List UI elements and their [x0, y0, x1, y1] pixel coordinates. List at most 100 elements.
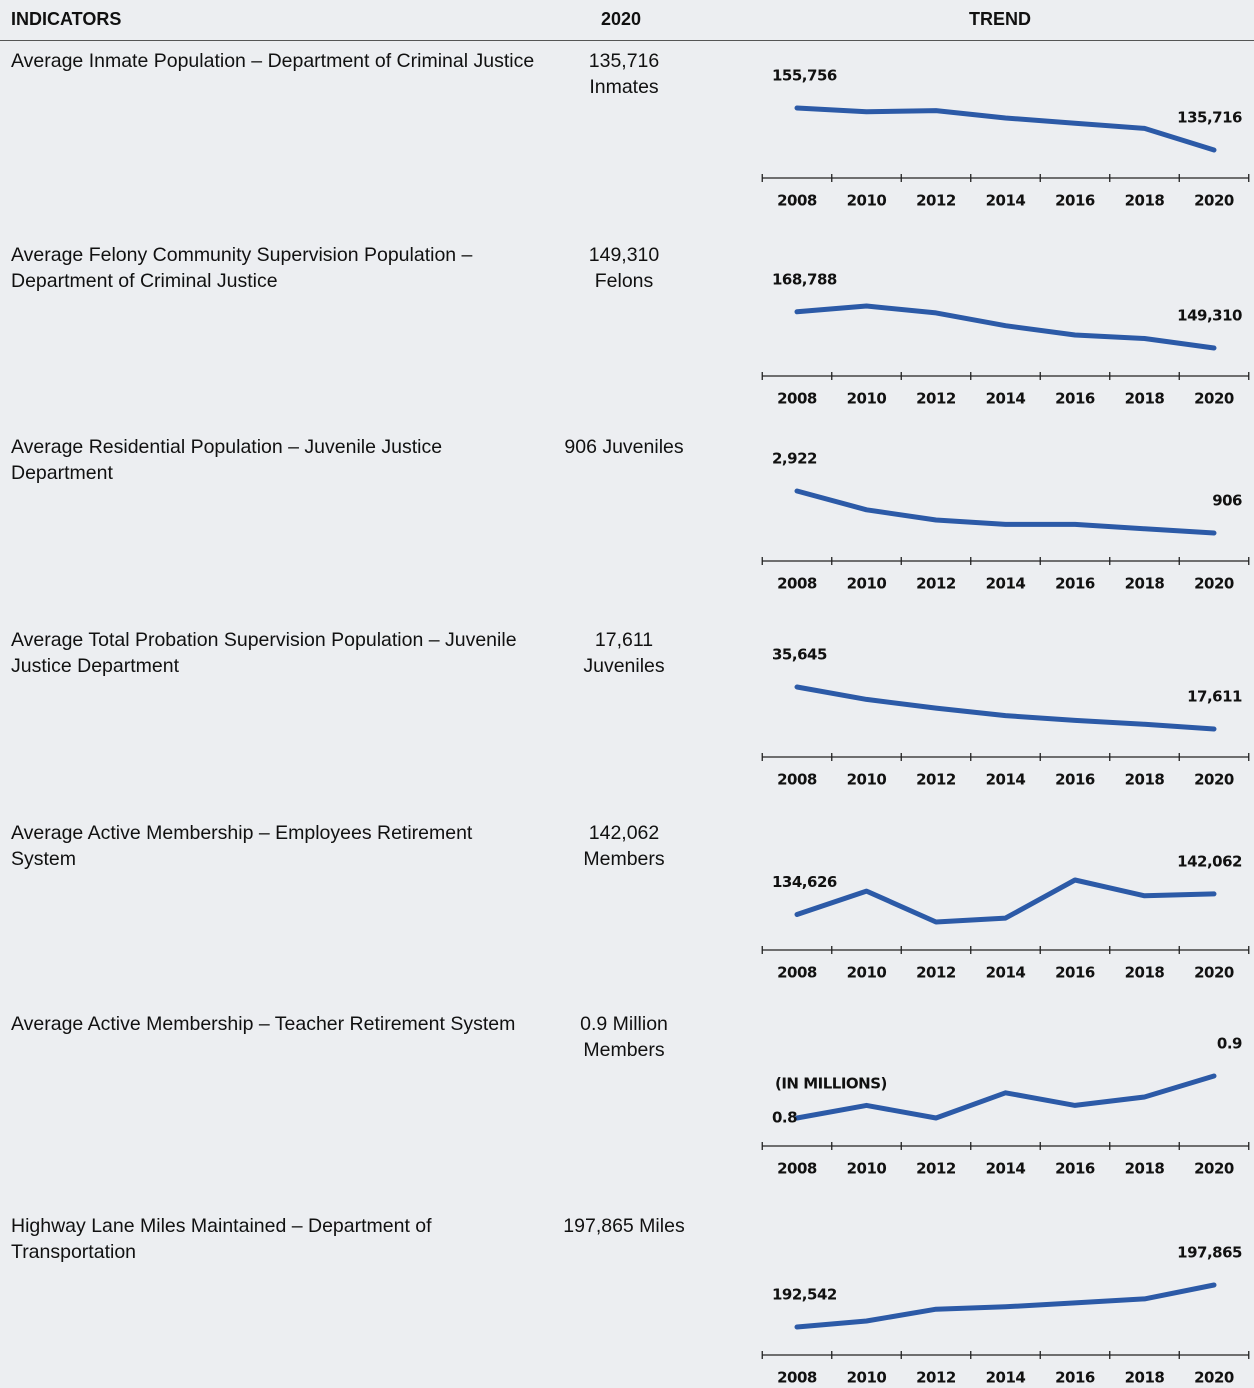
trend-line: [794, 105, 1217, 153]
value-line: Felons: [594, 270, 654, 292]
header-indicators: INDICATORS: [11, 9, 122, 29]
header-year: 2020: [601, 9, 642, 29]
value-label: 0.8: [772, 1109, 797, 1127]
value-label: 0.9: [1217, 1035, 1242, 1053]
x-tick-label: 2012: [916, 390, 956, 408]
x-tick-label: 2012: [916, 1160, 956, 1178]
value-label: 134,626: [772, 873, 837, 891]
value-line: 906 Juveniles: [564, 436, 684, 458]
x-tick-label: 2010: [847, 1160, 887, 1178]
x-tick-label: 2020: [1194, 964, 1234, 982]
value-label: 35,645: [772, 646, 827, 664]
x-tick-label: 2014: [986, 192, 1026, 210]
x-tick-label: 2012: [916, 192, 956, 210]
x-tick-label: 2014: [986, 964, 1026, 982]
indicator: Average Active Membership – Employees Re…: [11, 822, 473, 870]
x-tick-label: 2018: [1125, 1160, 1165, 1178]
value-line: Juveniles: [583, 655, 665, 677]
value-label: 192,542: [772, 1286, 837, 1304]
x-tick-label: 2012: [916, 575, 956, 593]
x-tick-label: 2008: [777, 192, 817, 210]
x-tick-label: 2010: [847, 964, 887, 982]
x-tick-label: 2012: [916, 964, 956, 982]
x-tick-label: 2018: [1125, 390, 1165, 408]
x-tick-label: 2014: [986, 1160, 1026, 1178]
x-tick-label: 2010: [847, 1369, 887, 1387]
x-tick-label: 2018: [1125, 192, 1165, 210]
value-2020: 135,716 Inmates: [544, 48, 704, 100]
value-2020: 906 Juveniles: [544, 434, 704, 460]
value-label: 155,756: [772, 67, 837, 85]
header-rule: [0, 40, 1254, 41]
x-tick-label: 2008: [777, 390, 817, 408]
value-label: 17,611: [1187, 688, 1242, 706]
x-tick-label: 2020: [1194, 1369, 1234, 1387]
x-tick-label: 2018: [1125, 1369, 1165, 1387]
x-tick-label: 2020: [1194, 390, 1234, 408]
value-line: 197,865 Miles: [563, 1215, 685, 1237]
value-2020: 17,611 Juveniles: [544, 627, 704, 679]
value-label: 906: [1212, 492, 1242, 510]
header-trend: TREND: [969, 9, 1031, 29]
x-tick-label: 2014: [986, 771, 1026, 789]
trend-line: [794, 684, 1217, 732]
x-tick-label: 2012: [916, 1369, 956, 1387]
value-label: 135,716: [1177, 109, 1242, 127]
indicator: Highway Lane Miles Maintained – Departme…: [11, 1215, 432, 1263]
value-2020: 197,865 Miles: [544, 1213, 704, 1239]
trend-line: [794, 1282, 1217, 1330]
chart-note: (IN MILLIONS): [775, 1075, 887, 1093]
x-tick-label: 2008: [777, 575, 817, 593]
value-line: Members: [583, 848, 665, 870]
x-tick-label: 2016: [1055, 390, 1095, 408]
x-tick-label: 2014: [986, 1369, 1026, 1387]
x-tick-label: 2012: [916, 771, 956, 789]
value-line: 17,611: [594, 629, 654, 651]
value-line: 149,310: [588, 244, 660, 266]
x-tick-label: 2010: [847, 390, 887, 408]
value-2020: 142,062 Members: [544, 820, 704, 872]
x-tick-label: 2020: [1194, 771, 1234, 789]
trend-line: [794, 877, 1217, 925]
trend-line: [794, 488, 1217, 536]
x-tick-label: 2008: [777, 1369, 817, 1387]
value-line: Members: [583, 1039, 665, 1061]
x-tick-label: 2020: [1194, 575, 1234, 593]
x-tick-label: 2014: [986, 575, 1026, 593]
x-tick-label: 2010: [847, 575, 887, 593]
x-tick-label: 2016: [1055, 192, 1095, 210]
x-tick-label: 2010: [847, 771, 887, 789]
x-tick-label: 2016: [1055, 1369, 1095, 1387]
x-tick-label: 2010: [847, 192, 887, 210]
value-label: 197,865: [1177, 1244, 1242, 1262]
value-label: 149,310: [1177, 307, 1242, 325]
x-tick-label: 2008: [777, 771, 817, 789]
x-tick-label: 2016: [1055, 1160, 1095, 1178]
x-tick-label: 2008: [777, 1160, 817, 1178]
value-label: 168,788: [772, 270, 837, 288]
trend-line: [794, 303, 1217, 351]
x-tick-label: 2020: [1194, 192, 1234, 210]
x-tick-label: 2018: [1125, 771, 1165, 789]
indicator: Average Felony Community Supervision Pop…: [11, 244, 473, 292]
x-tick-label: 2016: [1055, 771, 1095, 789]
x-tick-label: 2016: [1055, 964, 1095, 982]
value-label: 142,062: [1177, 852, 1242, 870]
value-line: 0.9 Million: [580, 1013, 668, 1035]
value-line: 135,716: [588, 50, 660, 72]
indicator: Average Inmate Population – Department o…: [11, 50, 535, 72]
value-line: Inmates: [589, 76, 659, 98]
value-2020: 0.9 Million Members: [544, 1011, 704, 1063]
indicator: Average Total Probation Supervision Popu…: [11, 629, 517, 677]
x-tick-label: 2018: [1125, 964, 1165, 982]
x-tick-label: 2018: [1125, 575, 1165, 593]
value-2020: 149,310 Felons: [544, 242, 704, 294]
x-tick-label: 2008: [777, 964, 817, 982]
trend-line: [794, 1073, 1217, 1121]
x-tick-label: 2014: [986, 390, 1026, 408]
indicator: Average Active Membership – Teacher Reti…: [11, 1013, 516, 1035]
value-line: 142,062: [588, 822, 660, 844]
x-tick-label: 2016: [1055, 575, 1095, 593]
